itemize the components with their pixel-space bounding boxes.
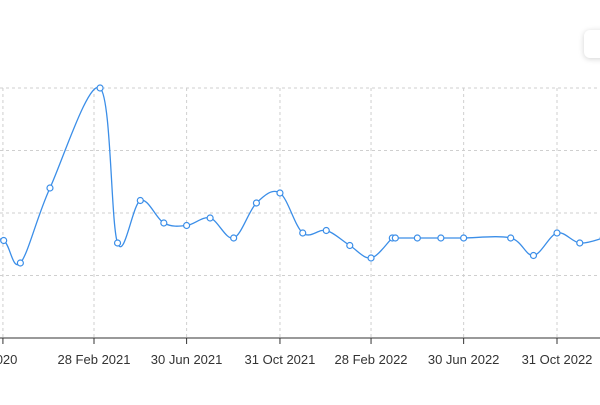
x-tick-label: 31 Oct 2022 [522,352,593,367]
data-point [206,214,214,222]
data-point [230,234,238,242]
data-point [413,234,421,242]
data-point [576,239,584,247]
data-point [346,241,354,250]
x-tick-label: 31 Oct 2021 [245,352,316,367]
data-point [46,184,54,192]
x-tick-label: 30 Jun 2022 [428,352,500,367]
data-point [299,229,307,237]
data-point [437,234,445,242]
data-point [160,219,168,227]
data-point [96,84,104,92]
data-point [16,259,24,267]
series-layer [0,84,600,267]
x-tick-label: 30 Jun 2021 [151,352,223,367]
x-tick-label: 2020 [0,352,17,367]
data-point [507,234,515,242]
data-point [252,199,261,207]
data-point [460,234,468,242]
data-point [553,229,561,237]
data-point [529,251,538,260]
x-axis [0,337,600,344]
data-point [183,221,191,230]
data-point [0,236,8,245]
menu-button[interactable] [584,30,600,58]
data-point [276,189,284,197]
data-point [322,226,330,235]
x-tick-labels: 2020 28 Feb 2021 30 Jun 2021 31 Oct 2021 28 … [0,352,592,367]
grid [0,87,600,338]
data-point [113,239,122,247]
x-tick-label: 28 Feb 2021 [57,352,130,367]
data-point [367,254,375,262]
data-point [391,234,399,242]
x-tick-label: 28 Feb 2022 [335,352,408,367]
data-point [136,196,144,205]
